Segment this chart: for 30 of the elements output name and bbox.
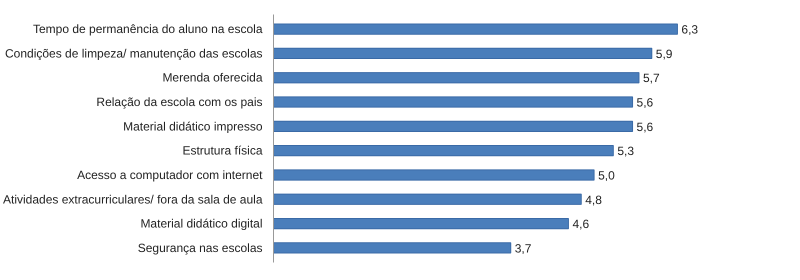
data-label: 5,6 [636, 120, 654, 134]
y-tick-label: Tempo de permanência do aluno na escola [33, 22, 263, 36]
y-tick-label: Estrutura física [182, 144, 263, 158]
bar [274, 145, 614, 156]
data-label: 5,0 [598, 168, 616, 182]
y-tick-label: Material didático impresso [123, 119, 263, 134]
y-tick-label: Condições de limpeza/ manutenção das escolas [5, 46, 262, 60]
y-tick-label: Segurança nas escolas [138, 240, 263, 255]
bar [274, 23, 678, 35]
bar [274, 242, 512, 254]
data-label: 5,7 [642, 71, 660, 86]
bar [274, 120, 634, 132]
bar [274, 96, 634, 108]
y-tick-label: Material didático digital [140, 216, 262, 231]
bar [274, 194, 582, 205]
y-tick-label: Merenda oferecida [162, 70, 263, 85]
bar [274, 218, 569, 230]
bar [274, 169, 595, 181]
bar [274, 48, 652, 60]
y-tick-label: Acesso a computador com internet [77, 168, 264, 182]
data-label: 5,3 [617, 144, 634, 158]
data-label: 4,6 [572, 217, 590, 232]
data-label: 6,3 [681, 22, 698, 37]
bar [274, 72, 640, 84]
data-label: 5,6 [636, 96, 654, 110]
y-tick-label: Atividades extracurriculares/ fora da sala de aula [3, 192, 263, 206]
data-label: 4,8 [585, 192, 602, 207]
data-label: 5,9 [656, 46, 673, 61]
y-tick-label: Relação da escola com os pais [96, 95, 263, 110]
data-label: 3,7 [514, 241, 532, 256]
